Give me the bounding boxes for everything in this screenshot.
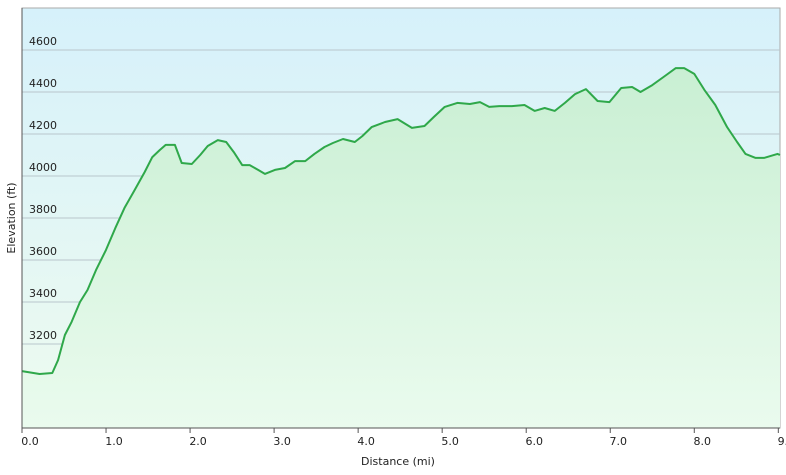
y-tick-label: 3200 [29,329,57,342]
elevation-line [21,67,781,375]
y-tick-label: 4200 [29,119,57,132]
x-tick-label: 3.0 [273,435,291,448]
x-tick-label: 5.0 [441,435,459,448]
y-tick-label: 4400 [29,77,57,90]
x-tick-label: 9.0 [778,435,786,448]
y-tick-label: 4000 [29,161,57,174]
area-fill [22,68,780,428]
x-tick-label: 6.0 [525,435,543,448]
y-tick-label: 3800 [29,203,57,216]
x-tick-label: 7.0 [609,435,627,448]
x-axis-label: Distance (mi) [361,455,435,468]
y-axis-label: Elevation (ft) [5,182,18,253]
x-tick-label: 4.0 [357,435,375,448]
x-tick-label: 1.0 [105,435,123,448]
x-tick-label: 2.0 [189,435,207,448]
y-tick-label: 3400 [29,287,57,300]
x-tick-label: 0.0 [21,435,39,448]
y-tick-label: 3600 [29,245,57,258]
x-tick-label: 8.0 [694,435,712,448]
y-tick-label: 4600 [29,35,57,48]
